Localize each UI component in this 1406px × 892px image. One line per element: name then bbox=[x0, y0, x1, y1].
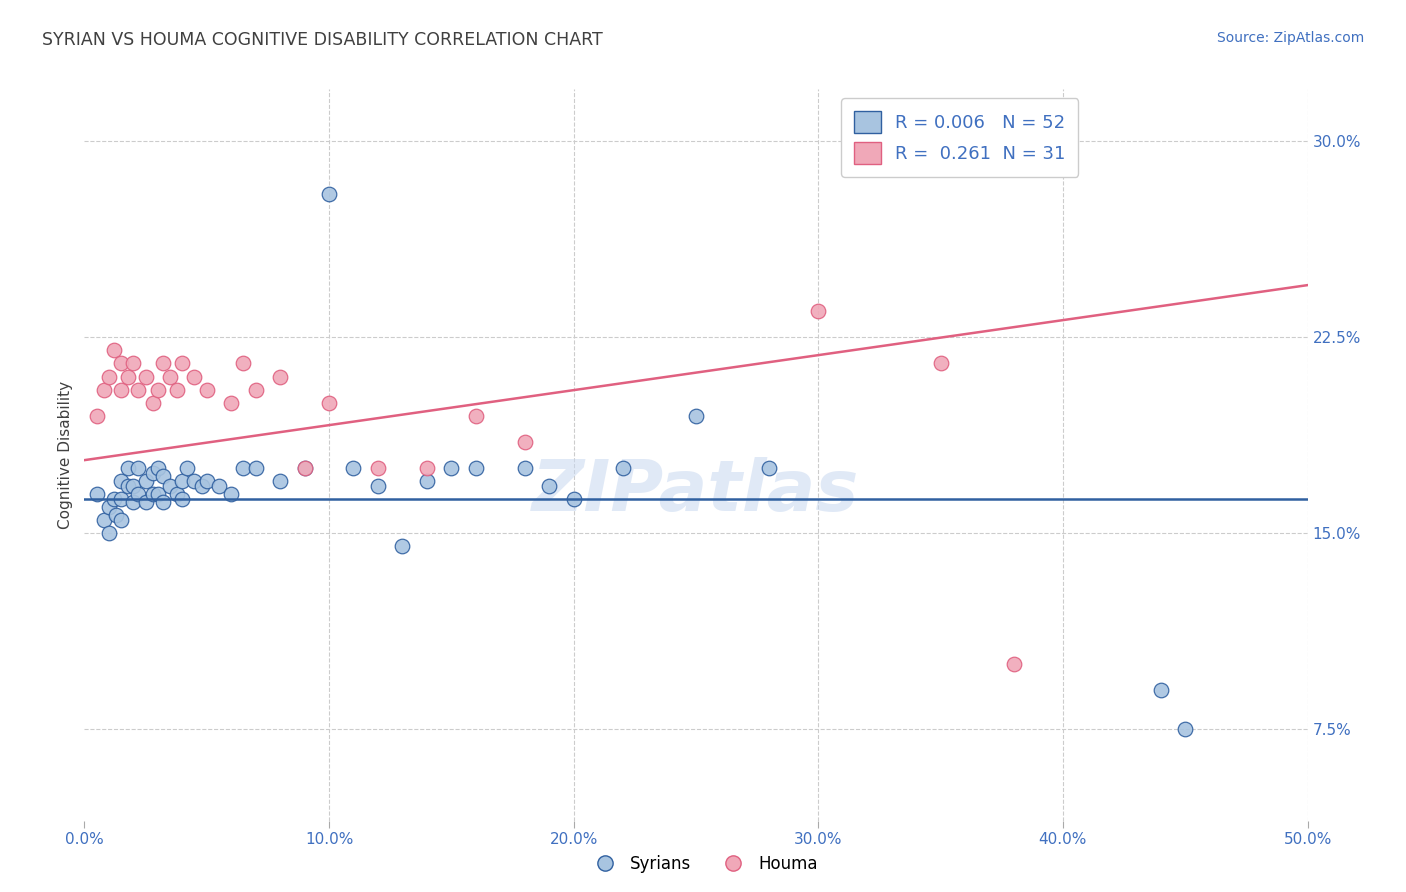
Point bbox=[172, 474, 194, 488]
Point bbox=[1150, 683, 1173, 698]
Point bbox=[176, 461, 198, 475]
Point bbox=[440, 461, 463, 475]
Point bbox=[97, 526, 120, 541]
Point bbox=[127, 383, 149, 397]
Point bbox=[122, 495, 145, 509]
Point bbox=[183, 474, 205, 488]
Point bbox=[208, 479, 231, 493]
Point bbox=[232, 356, 254, 371]
Point bbox=[127, 461, 149, 475]
Point bbox=[807, 304, 830, 318]
Text: ZIPatlas: ZIPatlas bbox=[533, 457, 859, 526]
Point bbox=[146, 461, 169, 475]
Point bbox=[93, 383, 115, 397]
Point bbox=[269, 474, 291, 488]
Point bbox=[219, 395, 242, 409]
Point bbox=[166, 487, 188, 501]
Point bbox=[159, 369, 181, 384]
Point bbox=[142, 487, 165, 501]
Point bbox=[110, 492, 132, 507]
Point bbox=[172, 492, 194, 507]
Point bbox=[122, 356, 145, 371]
Point bbox=[110, 513, 132, 527]
Point bbox=[294, 461, 316, 475]
Point bbox=[318, 395, 340, 409]
Point bbox=[318, 186, 340, 201]
Point bbox=[135, 369, 157, 384]
Point bbox=[416, 461, 439, 475]
Point bbox=[538, 479, 561, 493]
Point bbox=[152, 468, 174, 483]
Point bbox=[685, 409, 707, 423]
Point bbox=[110, 474, 132, 488]
Point bbox=[232, 461, 254, 475]
Point bbox=[146, 487, 169, 501]
Point bbox=[146, 383, 169, 397]
Point bbox=[758, 461, 780, 475]
Point bbox=[93, 513, 115, 527]
Legend: R = 0.006   N = 52, R =  0.261  N = 31: R = 0.006 N = 52, R = 0.261 N = 31 bbox=[841, 98, 1078, 177]
Y-axis label: Cognitive Disability: Cognitive Disability bbox=[58, 381, 73, 529]
Point bbox=[152, 356, 174, 371]
Point bbox=[195, 474, 218, 488]
Text: Source: ZipAtlas.com: Source: ZipAtlas.com bbox=[1216, 31, 1364, 45]
Point bbox=[103, 492, 125, 507]
Point bbox=[122, 479, 145, 493]
Legend: Syrians, Houma: Syrians, Houma bbox=[582, 848, 824, 880]
Point bbox=[1174, 723, 1197, 737]
Point bbox=[166, 383, 188, 397]
Point bbox=[245, 383, 267, 397]
Point bbox=[110, 356, 132, 371]
Point bbox=[464, 461, 486, 475]
Point bbox=[367, 479, 389, 493]
Point bbox=[117, 479, 139, 493]
Point bbox=[562, 492, 585, 507]
Point bbox=[183, 369, 205, 384]
Point bbox=[142, 467, 165, 481]
Point bbox=[612, 461, 634, 475]
Point bbox=[367, 461, 389, 475]
Point bbox=[294, 461, 316, 475]
Point bbox=[245, 461, 267, 475]
Point bbox=[97, 369, 120, 384]
Point bbox=[97, 500, 120, 515]
Point bbox=[464, 409, 486, 423]
Point bbox=[86, 487, 108, 501]
Point bbox=[103, 343, 125, 358]
Point bbox=[152, 495, 174, 509]
Point bbox=[86, 409, 108, 423]
Point bbox=[127, 487, 149, 501]
Point bbox=[929, 356, 952, 371]
Point bbox=[117, 369, 139, 384]
Point bbox=[142, 395, 165, 409]
Point bbox=[269, 369, 291, 384]
Point bbox=[416, 474, 439, 488]
Point bbox=[172, 356, 194, 371]
Point bbox=[135, 474, 157, 488]
Point bbox=[1002, 657, 1025, 671]
Point bbox=[195, 383, 218, 397]
Point bbox=[105, 508, 128, 522]
Point bbox=[513, 434, 536, 449]
Point bbox=[391, 539, 413, 553]
Point bbox=[110, 383, 132, 397]
Point bbox=[159, 479, 181, 493]
Point bbox=[513, 461, 536, 475]
Point bbox=[342, 461, 364, 475]
Point bbox=[135, 495, 157, 509]
Point bbox=[219, 487, 242, 501]
Point bbox=[191, 479, 214, 493]
Text: SYRIAN VS HOUMA COGNITIVE DISABILITY CORRELATION CHART: SYRIAN VS HOUMA COGNITIVE DISABILITY COR… bbox=[42, 31, 603, 49]
Point bbox=[117, 461, 139, 475]
